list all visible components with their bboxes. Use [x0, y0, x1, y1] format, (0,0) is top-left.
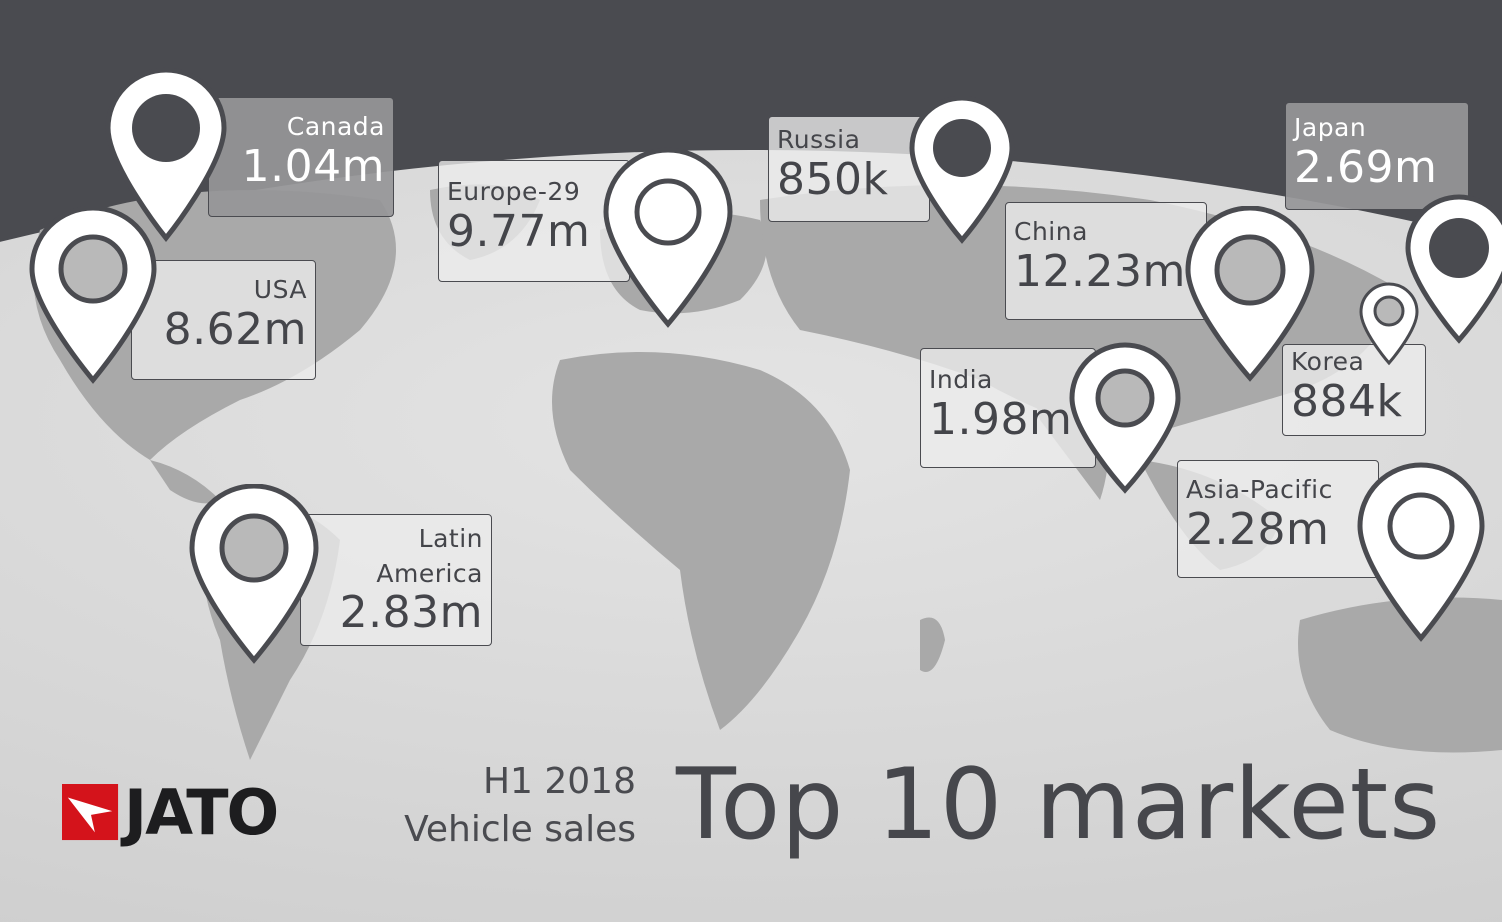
map-pin-icon: [29, 206, 157, 384]
africa-shape: [552, 352, 850, 730]
market-label-usa: USA 8.62m: [131, 260, 316, 380]
market-name: Canada: [286, 112, 385, 141]
map-pin-icon: [909, 96, 1015, 244]
market-label-canada: Canada 1.04m: [208, 97, 394, 217]
market-value: 884k: [1291, 376, 1403, 427]
map-pin-icon: [1359, 282, 1419, 366]
map-pin-icon: [105, 67, 227, 242]
market-label-korea: Korea 884k: [1282, 344, 1426, 436]
market-value: 8.62m: [163, 304, 307, 355]
market-name: USA: [253, 275, 307, 304]
period-label: H1 2018: [482, 761, 636, 802]
market-value: 1.98m: [929, 394, 1073, 445]
market-value: 2.69m: [1294, 142, 1438, 193]
market-name: India: [929, 365, 993, 394]
market-label-latin-america: Latin America 2.83m: [300, 514, 492, 646]
market-label-russia: Russia 850k: [768, 116, 930, 222]
market-name: China: [1014, 217, 1088, 246]
central-america-shape: [150, 460, 220, 504]
market-value: 2.83m: [339, 587, 483, 638]
subject-label: Vehicle sales: [404, 809, 636, 850]
market-label-japan: Japan 2.69m: [1285, 102, 1469, 210]
market-name: Japan: [1294, 113, 1367, 142]
market-value: 850k: [777, 154, 889, 205]
map-pin-icon: [189, 484, 319, 664]
market-name: Korea: [1291, 347, 1365, 376]
market-value: 2.28m: [1186, 504, 1330, 555]
map-pin-icon: [1185, 206, 1315, 382]
map-pin-icon: [1405, 194, 1502, 344]
report-period: H1 2018 Vehicle sales: [404, 758, 636, 854]
market-label-europe-29: Europe-29 9.77m: [438, 160, 630, 282]
market-name: Europe-29: [447, 177, 581, 206]
map-pin-icon: [1357, 462, 1485, 642]
australia-shape: [1298, 597, 1502, 753]
market-label-china: China 12.23m: [1005, 202, 1207, 320]
market-name: Latin America: [376, 524, 483, 588]
map-pin-icon: [1069, 342, 1181, 494]
market-value: 12.23m: [1014, 246, 1186, 297]
jato-logo-text: JATO: [124, 776, 279, 849]
market-value: 9.77m: [447, 206, 591, 257]
market-name: Russia: [777, 125, 861, 154]
jato-logo-icon: [62, 784, 119, 841]
market-name: Asia-Pacific: [1186, 475, 1333, 504]
market-value: 1.04m: [241, 141, 385, 192]
map-pin-icon: [603, 147, 733, 328]
page-title: Top 10 markets: [676, 748, 1442, 862]
market-label-asia-pacific: Asia-Pacific 2.28m: [1177, 460, 1379, 578]
madagascar-shape: [920, 617, 945, 672]
